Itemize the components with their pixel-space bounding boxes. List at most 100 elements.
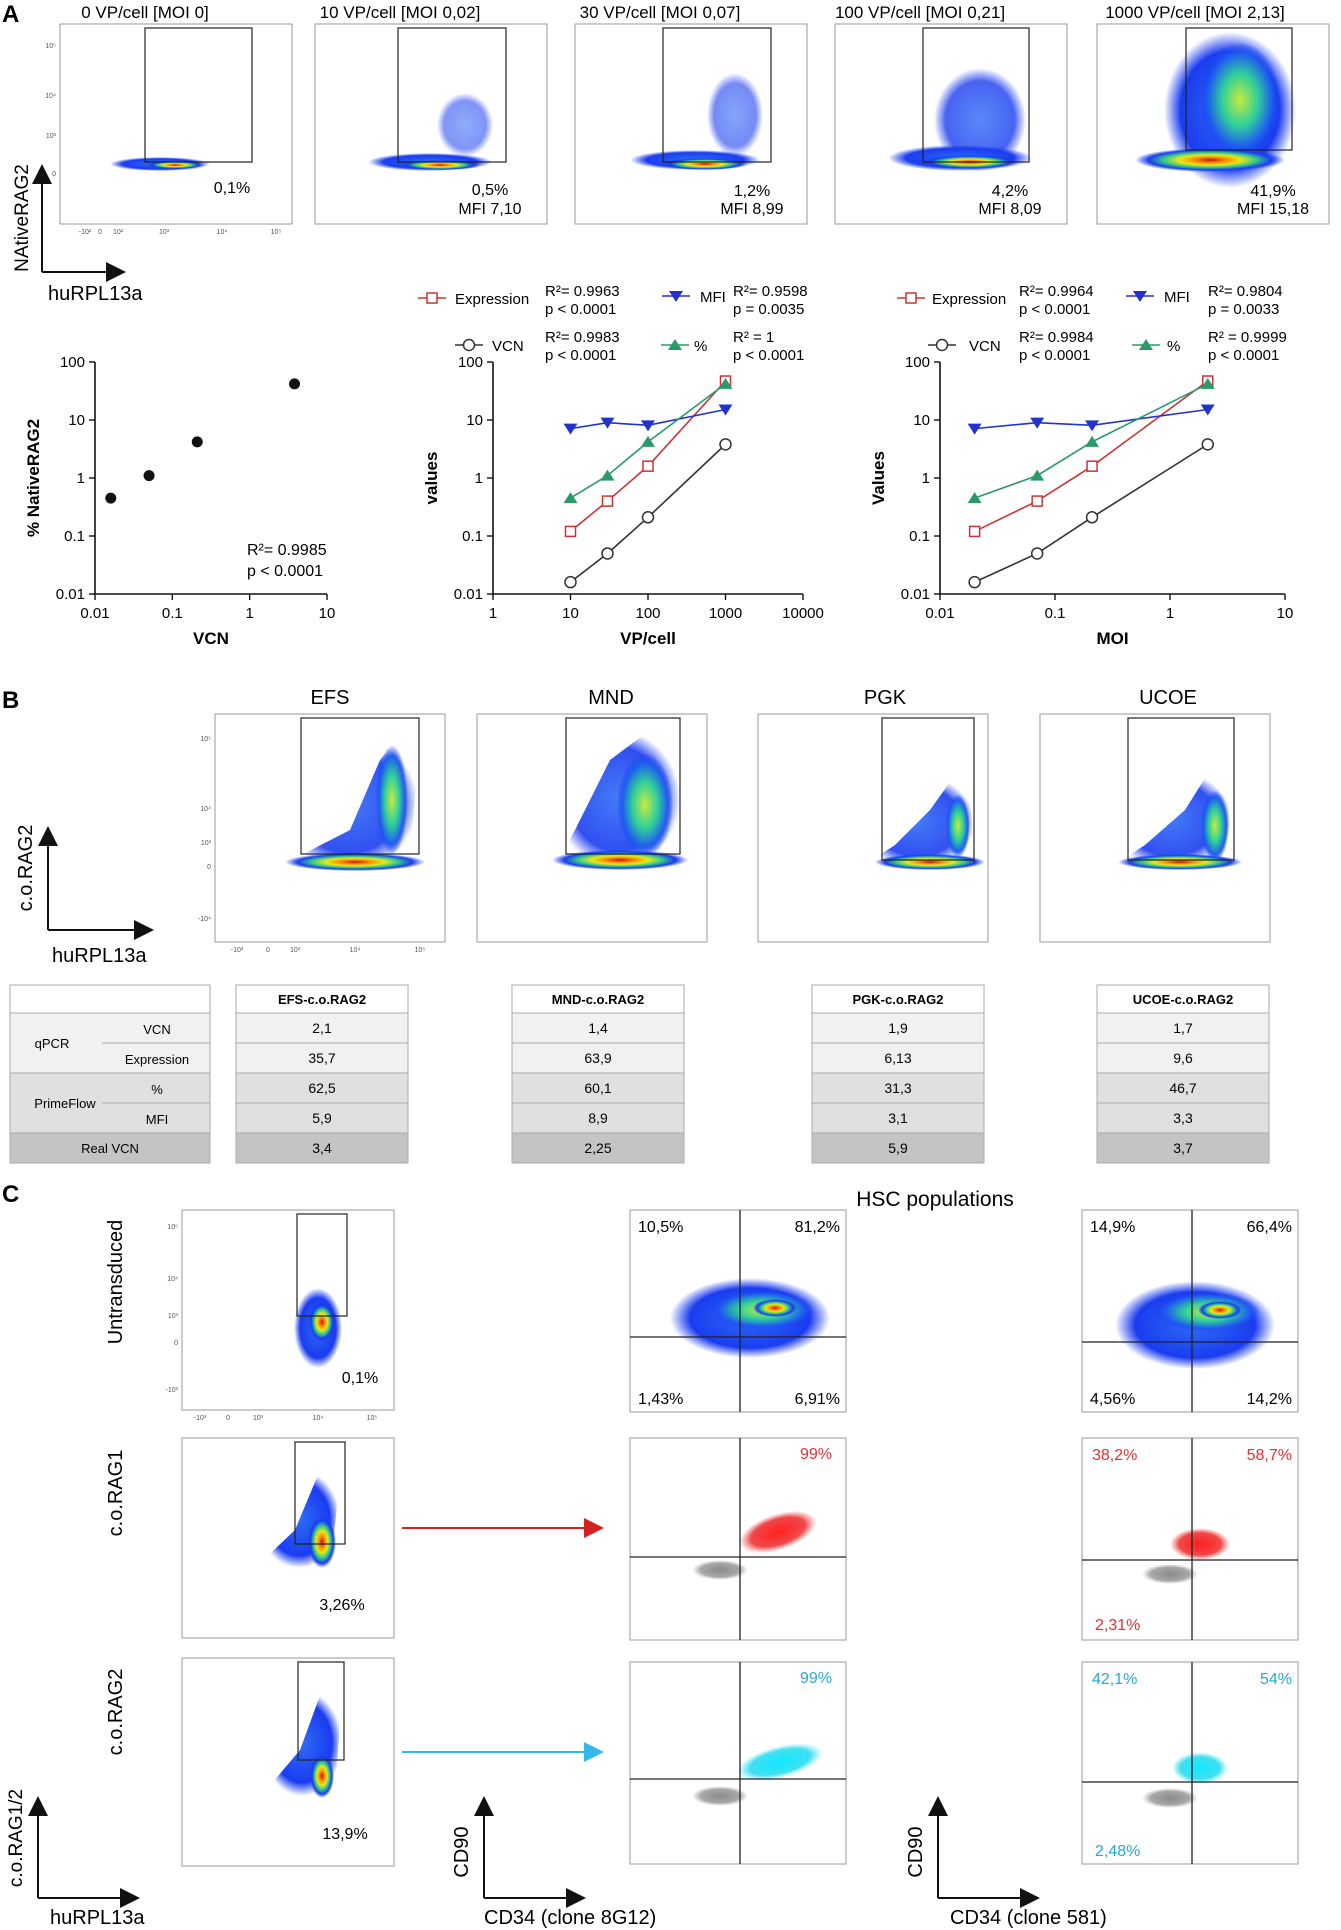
a-flow-core-1 <box>147 161 203 169</box>
linemoi-xtick-label: 10 <box>1277 605 1294 622</box>
b-spread-ucoe <box>1110 770 1232 868</box>
a-flow-plot-2: 10 VP/cell [MOI 0,02] 0,5% MFI 7,10 <box>314 3 548 225</box>
table-row-label-mfi: MFI <box>146 1112 168 1127</box>
linemoi-ytick-label: 10 <box>913 412 930 429</box>
c-quad-right-ur-2: 58,7% <box>1247 1447 1292 1464</box>
legend-mid-mfi-label: MFI <box>700 289 726 306</box>
table-cell-text: 9,6 <box>1173 1050 1193 1066</box>
linemoi-xtick-label: 0.01 <box>925 605 954 622</box>
linevp-marker-mfi <box>718 404 733 416</box>
table-cell-text: 2,1 <box>312 1020 332 1036</box>
a-flow-frame-2 <box>314 23 548 225</box>
linevp-ylabel: values <box>422 452 441 505</box>
a-flow-plot-3: 30 VP/cell [MOI 0,07] 1,2% MFI 8,99 <box>574 3 808 225</box>
linemoi-xtick-label: 1 <box>1166 605 1174 622</box>
b-title-efs: EFS <box>311 687 350 709</box>
a-flow-title-1: 0 VP/cell [MOI 0] <box>81 3 209 22</box>
a-flow-core-3 <box>663 158 747 170</box>
table-row-label-pct: % <box>151 1082 163 1097</box>
scatter-ytick-label: 1 <box>77 470 85 487</box>
table-cell-text: 1,7 <box>1173 1020 1193 1036</box>
a-ytick-4: 0 <box>52 171 56 178</box>
panel-letter-c: C <box>2 1181 19 1208</box>
legend-right-mfi-label: MFI <box>1164 289 1190 306</box>
table-row-label-realvcn: Real VCN <box>81 1141 139 1156</box>
linemoi-marker-mfi <box>1030 417 1045 429</box>
c-row-label-rag1: c.o.RAG1 <box>105 1450 127 1537</box>
linevp-ytick-label: 10 <box>466 412 483 429</box>
c-gate-pct-3: 13,9% <box>322 1826 367 1843</box>
linemoi-ytick-label: 0.01 <box>901 586 930 603</box>
c-quad-right-red-2 <box>1170 1528 1230 1560</box>
c-ytick-5: -10³ <box>166 1387 179 1394</box>
linemoi-series-line-expression <box>974 380 1209 533</box>
c-gate-box-3 <box>297 1661 345 1761</box>
legend-mid-expression-p: p < 0.0001 <box>545 301 616 318</box>
b-xtick-1: -10³ <box>231 947 244 954</box>
c-xtick-1: -10³ <box>194 1415 207 1422</box>
a-flow-plot-4: 100 VP/cell [MOI 0,21] 4,2% MFI 8,09 <box>834 3 1068 225</box>
linevp-xtick-label: 1000 <box>709 605 742 622</box>
c-gate-x-label: huRPL13a <box>50 1907 145 1929</box>
c-quad-right-ll-3: 2,48% <box>1095 1843 1140 1860</box>
table-header-cell <box>511 984 685 1014</box>
linemoi-marker-vcn <box>1085 511 1099 524</box>
legend-right-pct-r2: R² = 0.9999 <box>1208 329 1287 346</box>
table-header-text: PGK-c.o.RAG2 <box>852 992 943 1007</box>
linemoi-ytick-label: 100 <box>905 354 930 371</box>
table-header-cell <box>811 984 985 1014</box>
linemoi-marker-pct <box>1200 377 1215 389</box>
c-gate-plot-2: 3,26% <box>181 1437 395 1639</box>
linevp-series-line-vcn <box>570 443 727 583</box>
scatter-ylabel: % NativeRAG2 <box>24 419 43 537</box>
b-core-ucoe <box>1201 790 1229 862</box>
c-gate-core-1 <box>309 1302 335 1342</box>
scatter-ytick-label: 100 <box>60 354 85 371</box>
a-ytick-3: 10³ <box>46 133 57 140</box>
b-gate-pgk <box>881 717 975 861</box>
table-group-realvcn <box>9 1132 211 1164</box>
table-cell <box>511 1132 685 1164</box>
b-gate-mnd <box>565 717 681 855</box>
table-header-text: UCOE-c.o.RAG2 <box>1133 992 1233 1007</box>
table-cell-text: 3,4 <box>312 1140 332 1156</box>
a-flow-title-3: 30 VP/cell [MOI 0,07] <box>580 3 741 22</box>
a-flow-gate-4 <box>922 27 1030 163</box>
scatter-xlabel: VCN <box>193 629 229 648</box>
table-cell-text: 8,9 <box>588 1110 608 1126</box>
b-bottom-mnd <box>552 850 688 870</box>
linemoi-ytick-label: 0.1 <box>909 528 930 545</box>
legend-mid-pct-p: p < 0.0001 <box>733 347 804 364</box>
table-group-label-qpcr: qPCR <box>35 1036 70 1051</box>
a-flow-spread-2 <box>437 93 493 157</box>
b-flow-plot-efs: EFS <box>214 687 446 943</box>
legend-right-expression-p: p < 0.0001 <box>1019 301 1090 318</box>
legend-mid-vcn-p: p < 0.0001 <box>545 347 616 364</box>
panel-letter-a: A <box>2 1 19 28</box>
a-flow-plot-1: 0 VP/cell [MOI 0] 0,1% <box>59 3 293 225</box>
table-row-label-vcn: VCN <box>143 1022 170 1037</box>
c-xtick-3: 10³ <box>253 1415 264 1422</box>
c-xtick-4: 10⁴ <box>313 1415 324 1422</box>
table-corner-cell <box>9 984 211 1014</box>
c-gate-frame-3 <box>181 1657 395 1867</box>
c-quad-right-1: 14,9% 66,4% 4,56% 14,2% <box>1081 1209 1299 1413</box>
a-flow-axes: NAtiveRAG2 huRPL13a <box>12 164 143 305</box>
legend-right-pct-marker <box>1139 339 1153 350</box>
linemoi-marker-pct <box>1030 469 1045 481</box>
b-x-axis-label: huRPL13a <box>52 945 147 967</box>
c-gate-core-2 <box>308 1516 336 1568</box>
c-gate-core-3 <box>310 1754 334 1798</box>
scatter-point <box>191 436 203 448</box>
scatter-ytick-label: 0.1 <box>64 528 85 545</box>
legend-mid-mfi-p: p = 0.0035 <box>733 301 804 318</box>
legend-right-pct-p: p < 0.0001 <box>1208 347 1279 364</box>
c-quad-right: 14,9% 66,4% 4,56% 14,2% 38,2% 58,7% 2,31… <box>1081 1209 1299 1865</box>
table-cell <box>235 1132 409 1164</box>
c-gate-plot-3: 13,9% <box>181 1657 395 1867</box>
linemoi-ylabel: Values <box>869 451 888 505</box>
legend-mid: Expression R²= 0.9963 p < 0.0001 MFI R²=… <box>418 283 808 364</box>
a-flow-pct-5: 41,9% <box>1250 183 1295 200</box>
linemoi-marker-mfi <box>1085 420 1100 432</box>
a-flow-spread-3 <box>707 73 763 157</box>
